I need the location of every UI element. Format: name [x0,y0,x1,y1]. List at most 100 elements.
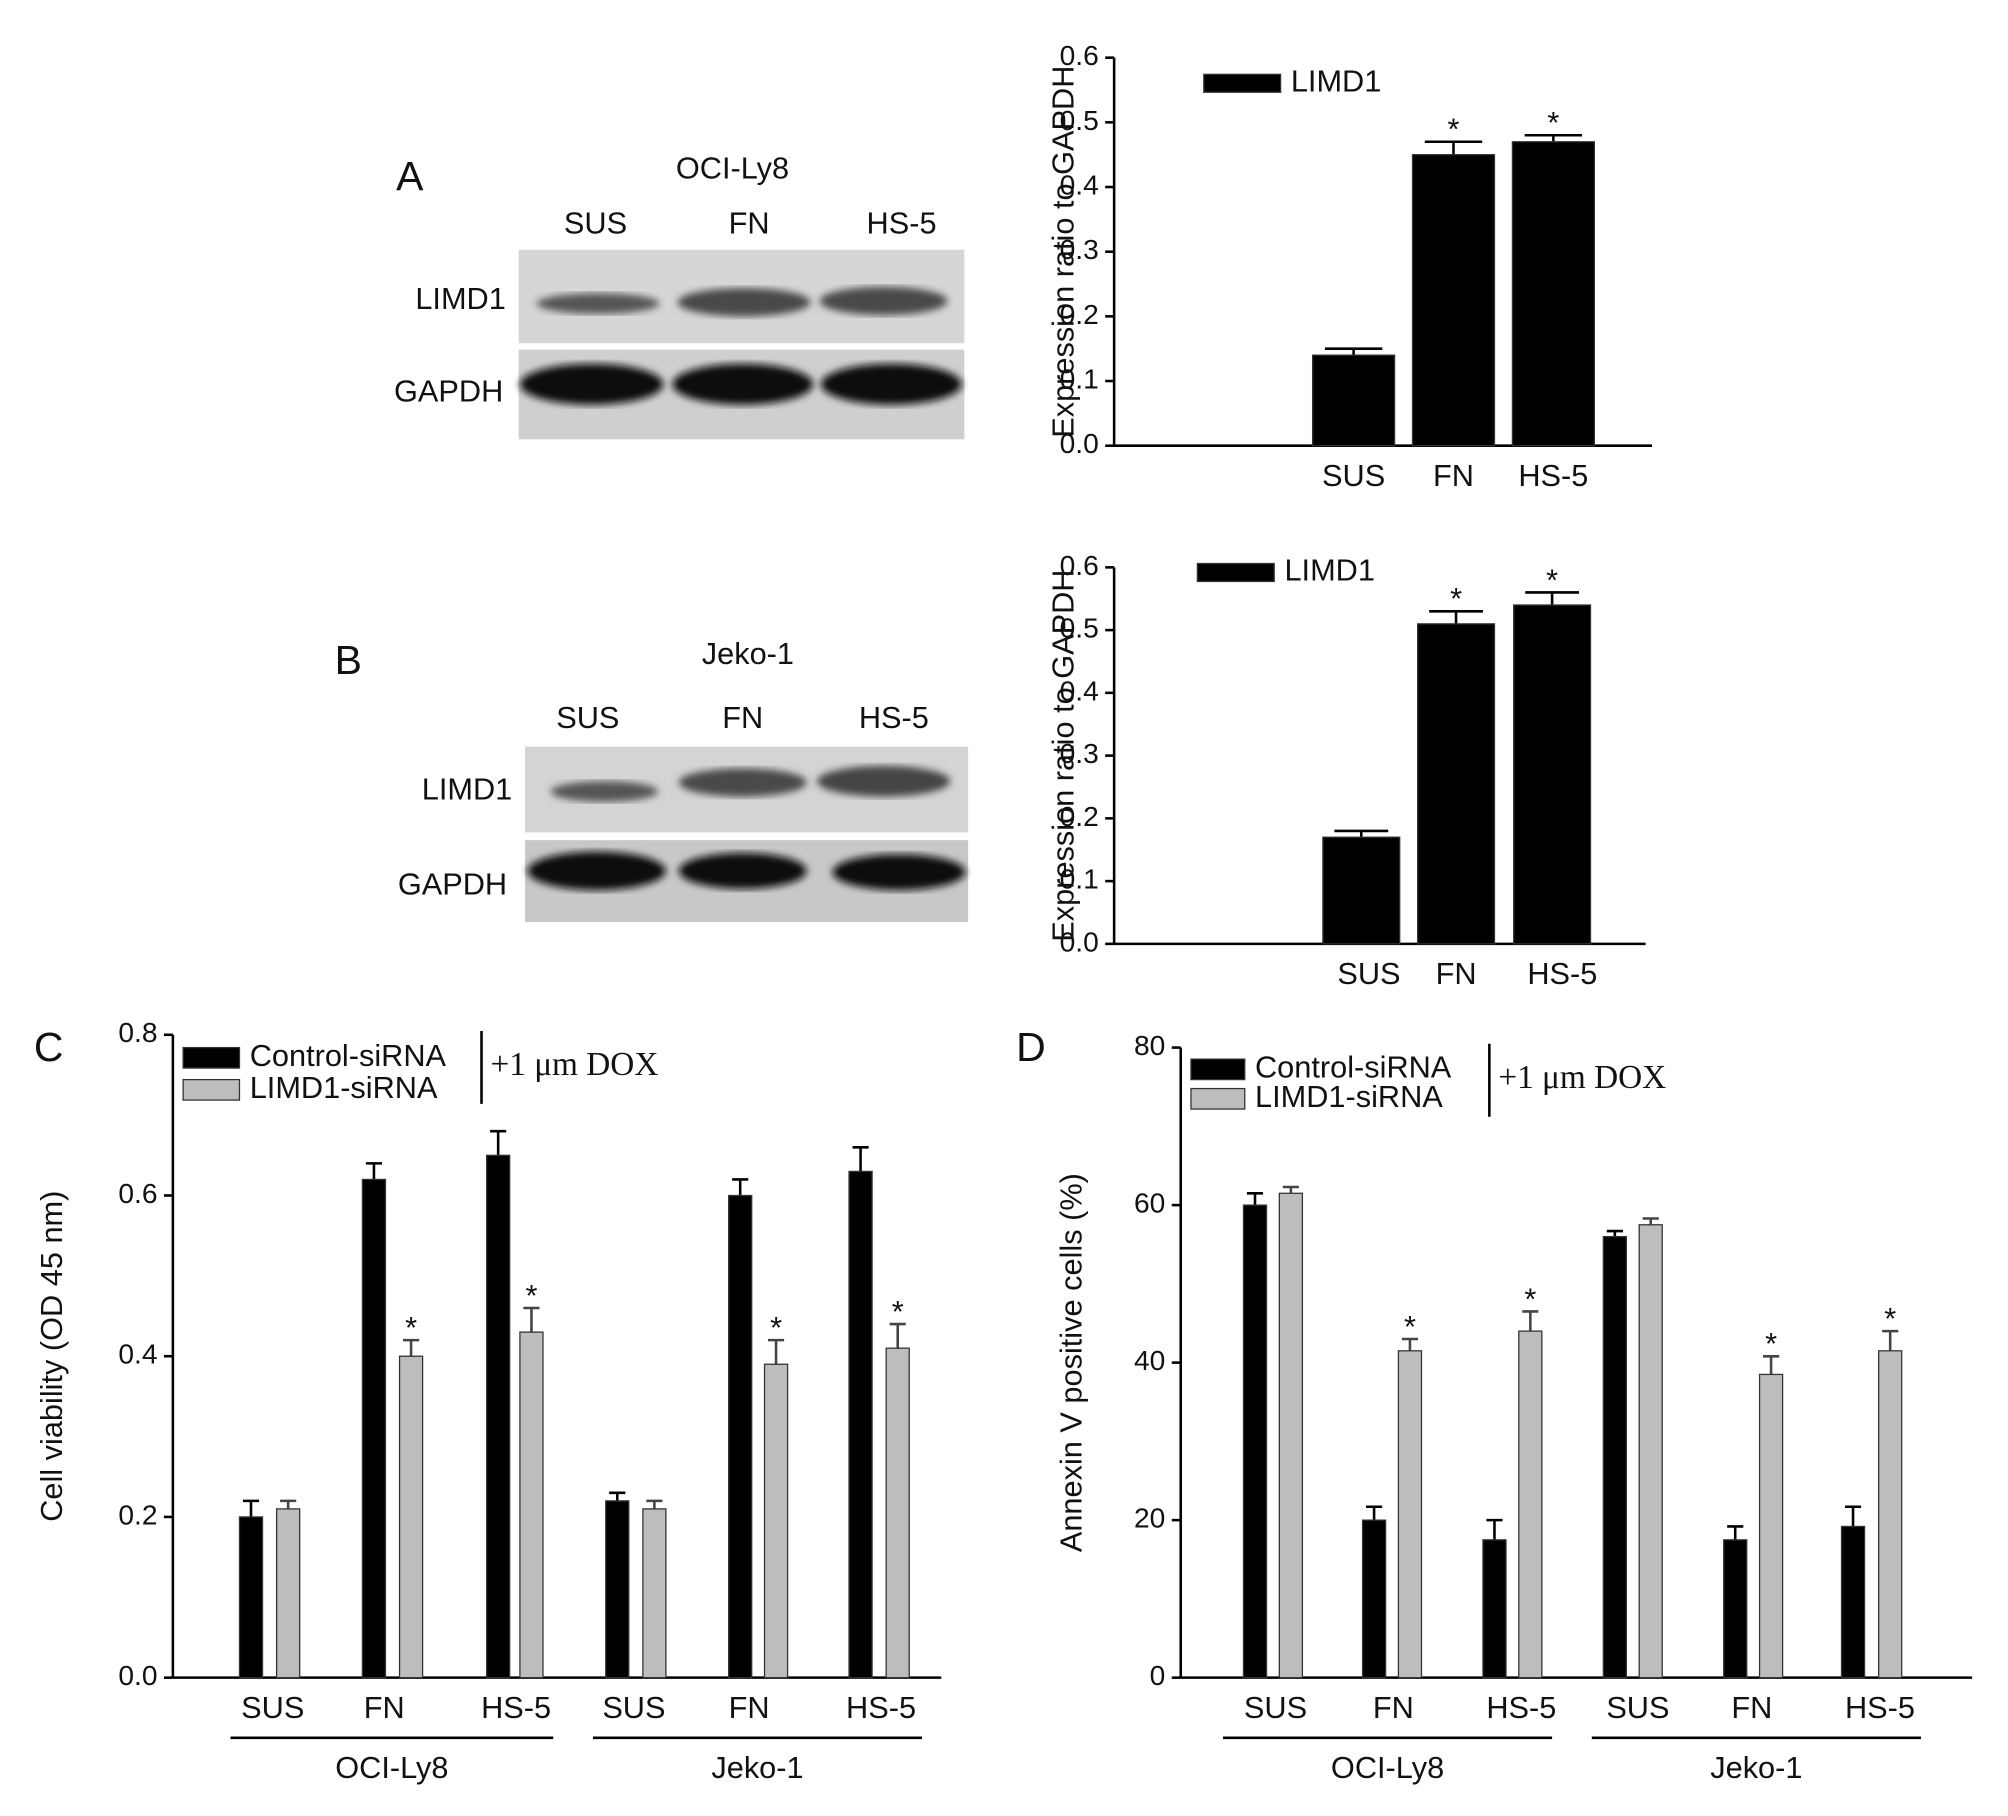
row-label: LIMD1 [415,281,505,316]
significance: * [1546,562,1558,597]
significance: * [1448,112,1460,147]
legend-swatch [1196,562,1275,583]
lane-label: FN [722,700,763,735]
legend-note: +1 μm DOX [1498,1059,1666,1096]
bar [485,1154,511,1679]
x-tick-label: FN [729,1690,770,1725]
bar [1758,1373,1784,1679]
significance: * [1524,1281,1536,1316]
bar [1242,1204,1268,1679]
significance: * [1547,105,1559,140]
bar [1416,623,1496,945]
x-tick-label: HS-5 [1486,1690,1556,1725]
legend-label: LIMD1-siRNA [1255,1079,1443,1114]
y-axis-label: Expression ratio to GAPDH [1046,66,1081,438]
row-label: GAPDH [398,866,507,901]
x-tick-label: HS-5 [1527,956,1597,991]
bar [1638,1224,1663,1679]
x-tick-label: SUS [1606,1690,1669,1725]
band [672,363,814,405]
bar [885,1347,910,1679]
legend-swatch [1190,1087,1246,1110]
x-tick-label: HS-5 [846,1690,916,1725]
y-tick-label: 0.4 [1060,168,1099,200]
significance: * [1884,1301,1896,1336]
bar [1723,1539,1748,1679]
band [536,293,660,314]
significance: * [1450,581,1462,616]
bar [642,1508,667,1679]
legend-swatch [1190,1058,1246,1081]
y-tick-label: 0.4 [118,1338,157,1370]
x-tick-label: SUS [1322,458,1385,493]
row-label: GAPDH [394,373,503,408]
band [819,286,948,316]
bar [1322,836,1401,945]
x-tick-label: SUS [1244,1690,1307,1725]
bar [1511,141,1596,447]
band [677,288,811,317]
bar [1411,154,1496,447]
band [550,781,659,802]
significance: * [770,1310,782,1345]
bar [519,1331,544,1679]
band [678,768,807,797]
lane-label: SUS [564,206,627,241]
y-tick-label: 80 [1134,1029,1165,1061]
bar [763,1363,789,1679]
x-tick-label: FN [1436,956,1477,991]
x-tick-label: SUS [602,1690,665,1725]
y-tick-label: 0 [1150,1659,1166,1691]
bar [398,1355,424,1679]
panel-label: D [1016,1024,1046,1070]
bar [1878,1350,1903,1679]
y-tick-label: 0.2 [1060,800,1099,832]
y-tick-label: 0.4 [1060,674,1099,706]
band [817,765,951,797]
group-label: Jeko-1 [1710,1750,1802,1785]
lane-label: HS-5 [859,700,929,735]
row-label: LIMD1 [422,772,512,807]
lane-label: HS-5 [867,206,937,241]
group-label: OCI-Ly8 [335,1750,448,1785]
band [820,363,962,405]
y-tick-label: 0.0 [118,1659,157,1691]
x-tick-label: SUS [241,1690,304,1725]
legend-label: LIMD1 [1284,553,1374,588]
bar [1278,1192,1304,1679]
x-tick-label: HS-5 [1518,458,1588,493]
x-tick-label: SUS [1337,956,1400,991]
y-tick-label: 0.1 [1060,863,1099,895]
y-tick-label: 0.8 [118,1016,157,1048]
band [527,851,666,891]
significance: * [892,1294,904,1329]
blot: OCI-Ly8 SUS FN HS-5 LIMD1 GAPDH [394,150,965,440]
y-axis-label: Annexin V positive cells (%) [1053,1173,1088,1552]
legend-label: Control-siRNA [1255,1049,1452,1084]
y-tick-label: 0.5 [1060,104,1099,136]
significance: * [525,1278,537,1313]
legend-swatch [182,1078,241,1101]
panel-label: A [396,153,424,199]
x-tick-label: HS-5 [481,1690,551,1725]
legend-swatch [182,1046,241,1069]
band [678,852,807,889]
legend-label: LIMD1 [1291,63,1381,98]
x-tick-label: FN [1373,1690,1414,1725]
x-tick-label: FN [1433,458,1474,493]
bar [275,1508,301,1679]
y-tick-label: 0.6 [118,1177,157,1209]
band [519,363,664,405]
bar [1397,1350,1423,1679]
y-tick-label: 20 [1134,1502,1165,1534]
bar [238,1516,264,1679]
y-tick-label: 0.6 [1060,39,1099,71]
bar [1361,1519,1387,1679]
y-tick-label: 0.2 [118,1498,157,1530]
band [832,854,966,891]
group-label: OCI-Ly8 [1331,1750,1444,1785]
y-tick-label: 0.5 [1060,612,1099,644]
legend-label: Control-siRNA [250,1038,447,1073]
lane-label: FN [729,206,770,241]
panel-label: C [34,1024,64,1070]
